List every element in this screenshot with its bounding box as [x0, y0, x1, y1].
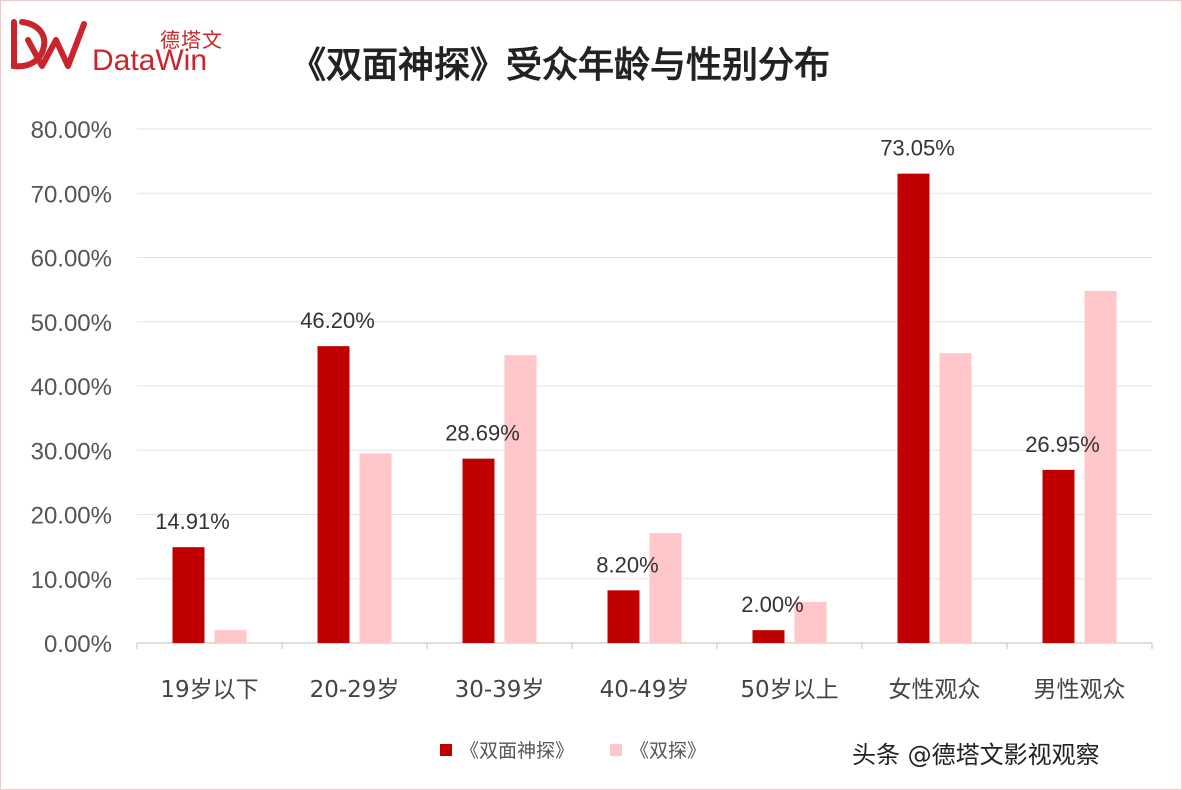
bar-series-1: [317, 346, 350, 643]
bar-series-1: [607, 590, 640, 643]
bars: [172, 173, 1117, 643]
y-tick-label: 70.00%: [31, 181, 112, 208]
gridlines: [136, 128, 1153, 649]
data-labels: 14.91% 46.20% 28.69% 8.20% 2.00% 73.05% 26.95%: [155, 136, 1100, 617]
logo-english-text: DataWin: [92, 44, 208, 77]
y-tick-label: 20.00%: [31, 503, 112, 530]
legend-item-series-2: 《双探》: [610, 736, 706, 763]
bar-series-1: [752, 630, 785, 643]
x-axis-labels: 19岁以下 20-29岁 30-39岁 40-49岁 50岁以上 女性观众 男性观众: [160, 677, 1125, 703]
data-label: 46.20%: [300, 308, 375, 333]
y-tick-label: 0.00%: [44, 631, 112, 658]
bar-series-1: [172, 547, 205, 643]
datawin-logo: 德塔文 DataWin: [8, 10, 228, 80]
bar-series-2: [939, 353, 972, 643]
x-tick-label: 19岁以下: [160, 677, 258, 703]
bar-series-1: [462, 458, 495, 643]
data-label: 14.91%: [155, 509, 230, 534]
y-tick-label: 30.00%: [31, 438, 112, 465]
legend-swatch-series-1: [440, 743, 452, 756]
legend-label-series-1: 《双面神探》: [460, 740, 575, 762]
y-tick-label: 10.00%: [31, 567, 112, 594]
y-tick-label: 80.00%: [31, 117, 112, 144]
data-label: 73.05%: [880, 136, 955, 161]
y-tick-label: 40.00%: [31, 374, 112, 401]
x-tick-label: 20-29岁: [310, 677, 400, 703]
watermark-text: 头条 @德塔文影视观察: [852, 741, 1100, 769]
bar-series-2: [504, 355, 537, 643]
chart-title: 《双面神探》受众年龄与性别分布: [290, 45, 831, 86]
bar-series-2: [359, 453, 392, 643]
bar-series-1: [897, 173, 930, 643]
x-tick-label: 40-49岁: [600, 677, 690, 703]
data-label: 8.20%: [596, 552, 658, 577]
bar-series-2: [214, 630, 247, 643]
x-tick-label: 男性观众: [1034, 677, 1126, 703]
y-tick-label: 50.00%: [31, 310, 112, 337]
x-tick-label: 30-39岁: [455, 677, 545, 703]
data-label: 2.00%: [741, 592, 803, 617]
bar-series-2: [649, 533, 682, 643]
dw-mark-icon: [11, 19, 87, 70]
x-tick-label: 50岁以上: [740, 677, 838, 703]
bar-series-1: [1042, 469, 1075, 643]
legend-swatch-series-2: [610, 743, 623, 756]
bar-series-2: [794, 601, 827, 643]
bar-chart: 0.00% 10.00% 20.00% 30.00% 40.00% 50.00% 60.00…: [31, 117, 1153, 703]
bar-series-2: [1084, 290, 1117, 643]
x-tick-label: 女性观众: [889, 677, 981, 703]
legend-label-series-2: 《双探》: [630, 740, 707, 762]
data-label: 28.69%: [445, 421, 520, 446]
y-axis-labels: 0.00% 10.00% 20.00% 30.00% 40.00% 50.00% 60.00…: [31, 117, 112, 658]
logo-chinese-text: 德塔文: [160, 28, 223, 52]
legend: 《双面神探》 《双探》: [440, 736, 742, 763]
data-label: 26.95%: [1025, 432, 1100, 457]
y-tick-label: 60.00%: [31, 246, 112, 273]
legend-item-series-1: 《双面神探》: [440, 736, 574, 763]
